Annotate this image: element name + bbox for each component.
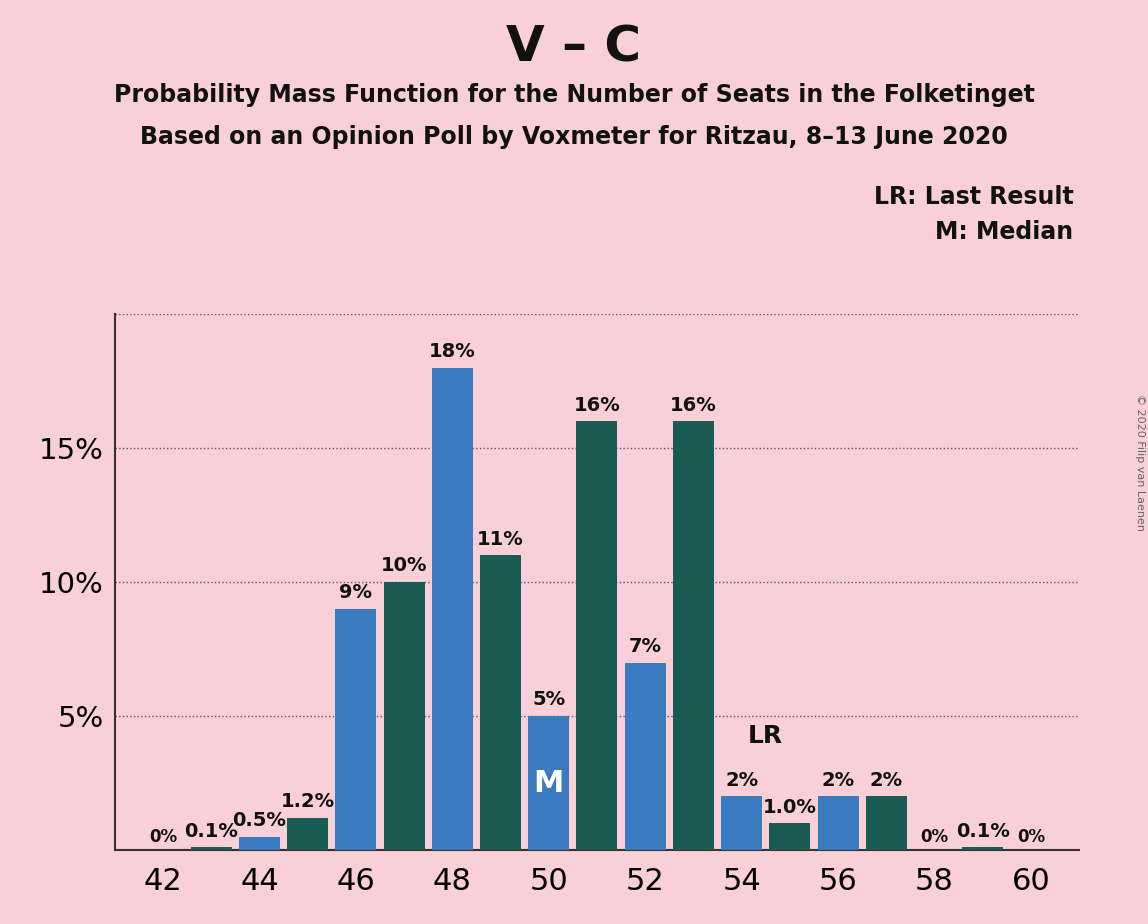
Text: 2%: 2% — [822, 771, 854, 790]
Text: 0.5%: 0.5% — [233, 811, 286, 830]
Text: 5%: 5% — [533, 690, 565, 710]
Text: 1.2%: 1.2% — [280, 792, 335, 811]
Bar — [191, 847, 232, 850]
Bar — [239, 837, 280, 850]
Text: 1.0%: 1.0% — [763, 797, 816, 817]
Text: 0%: 0% — [149, 828, 177, 846]
Text: 0%: 0% — [1017, 828, 1045, 846]
Bar — [528, 716, 569, 850]
Text: 0.1%: 0.1% — [185, 821, 238, 841]
Text: © 2020 Filip van Laenen: © 2020 Filip van Laenen — [1135, 394, 1145, 530]
Text: 9%: 9% — [340, 583, 372, 602]
Text: 2%: 2% — [726, 771, 758, 790]
Text: 16%: 16% — [574, 395, 620, 415]
Text: 16%: 16% — [670, 395, 716, 415]
Text: 0.1%: 0.1% — [956, 821, 1009, 841]
Text: LR: Last Result: LR: Last Result — [874, 185, 1073, 209]
Text: Based on an Opinion Poll by Voxmeter for Ritzau, 8–13 June 2020: Based on an Opinion Poll by Voxmeter for… — [140, 125, 1008, 149]
Bar — [866, 796, 907, 850]
Bar — [625, 663, 666, 850]
Text: Probability Mass Function for the Number of Seats in the Folketinget: Probability Mass Function for the Number… — [114, 83, 1034, 107]
Bar — [287, 818, 328, 850]
Bar — [576, 421, 618, 850]
Bar — [480, 555, 521, 850]
Bar — [383, 582, 425, 850]
Bar — [769, 823, 810, 850]
Bar — [962, 847, 1003, 850]
Text: 18%: 18% — [429, 342, 475, 361]
Bar — [432, 368, 473, 850]
Bar — [335, 609, 377, 850]
Text: 0%: 0% — [921, 828, 948, 846]
Text: M: Median: M: Median — [936, 220, 1073, 244]
Text: M: M — [534, 769, 564, 797]
Text: 10%: 10% — [381, 556, 427, 576]
Text: LR: LR — [748, 724, 783, 748]
Text: 11%: 11% — [478, 529, 523, 549]
Text: V – C: V – C — [506, 23, 642, 71]
Bar — [721, 796, 762, 850]
Text: 7%: 7% — [629, 637, 661, 656]
Text: 2%: 2% — [870, 771, 902, 790]
Bar — [673, 421, 714, 850]
Bar — [817, 796, 859, 850]
